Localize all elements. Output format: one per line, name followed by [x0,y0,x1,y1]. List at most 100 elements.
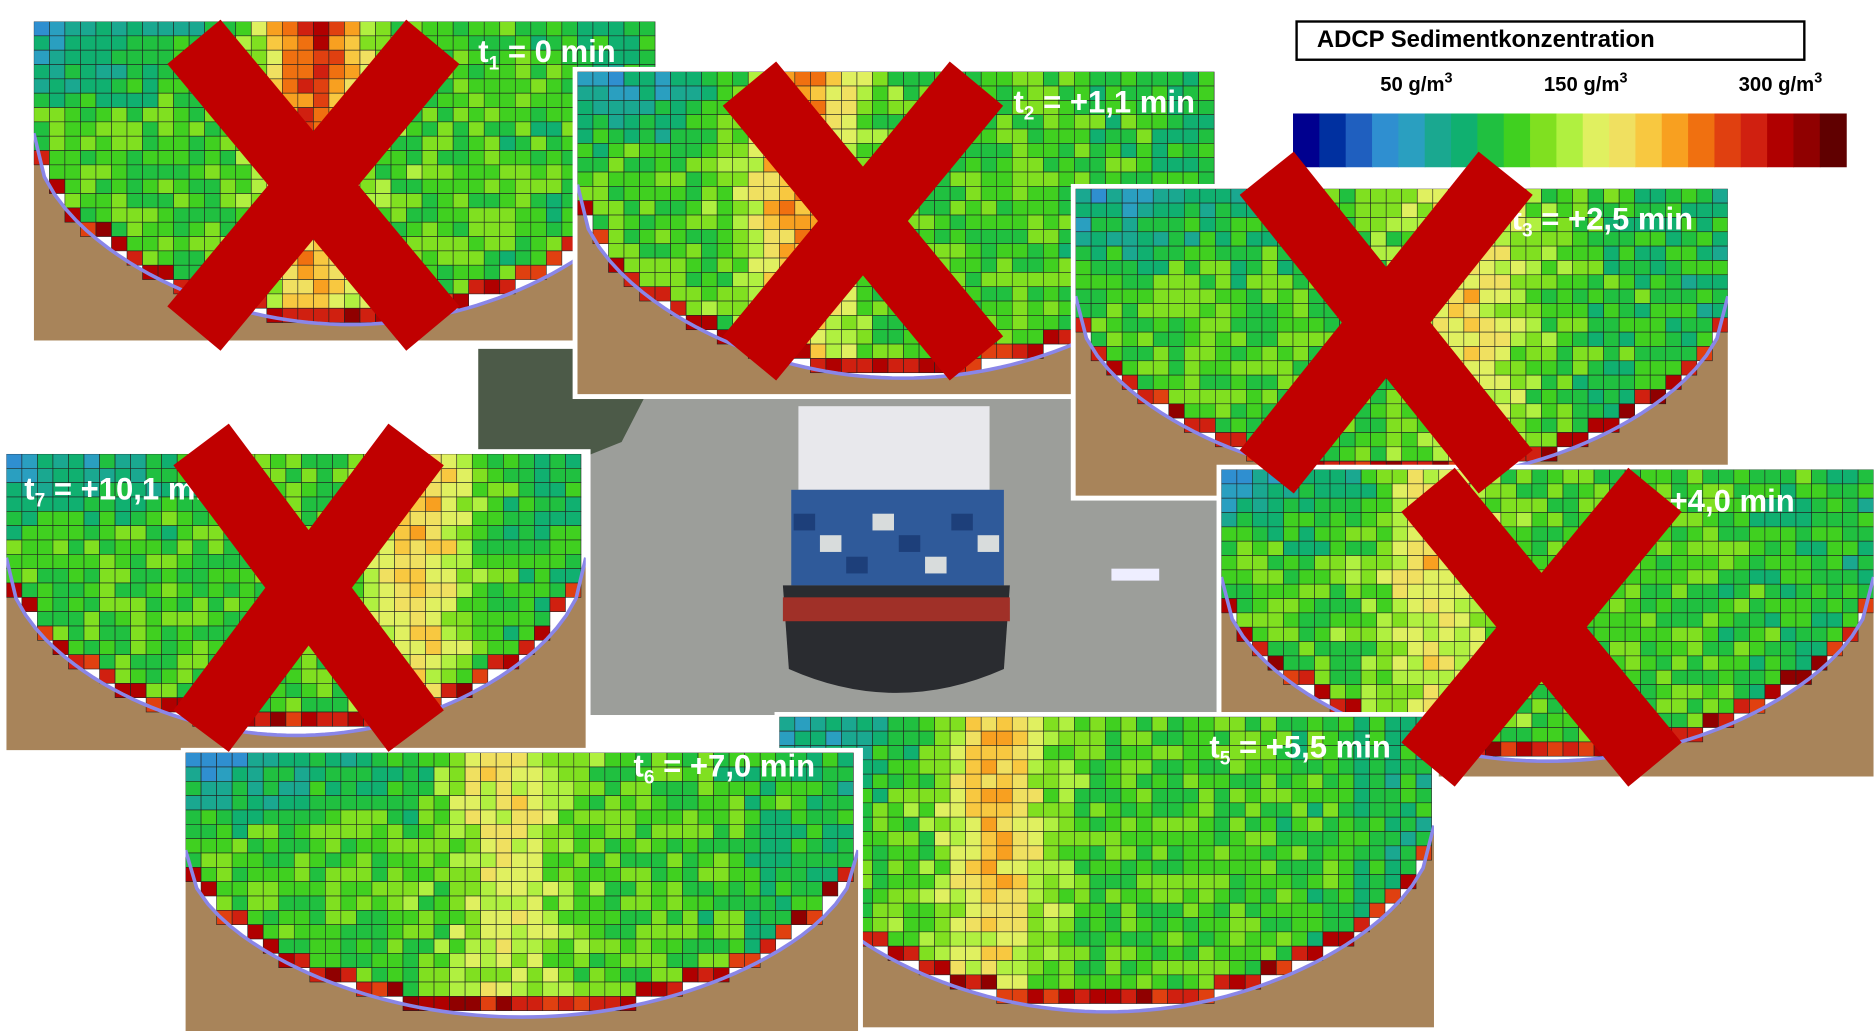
adcp-cell [764,215,780,229]
adcp-cell [1464,303,1480,317]
adcp-cell [686,72,702,86]
adcp-cell [1221,527,1237,541]
adcp-cell [904,760,920,774]
adcp-cell [550,468,566,482]
adcp-cell [888,358,904,372]
adcp-cell [1681,246,1697,260]
adcp-cell [919,932,935,946]
adcp-cell [1656,699,1672,713]
adcp-cell [1028,272,1044,286]
adcp-cell [1579,742,1595,756]
adcp-cell [1315,613,1331,627]
adcp-cell [1811,484,1827,498]
adcp-cell [496,982,512,996]
adcp-cell [919,874,935,888]
adcp-cell [96,22,112,36]
adcp-cell [1138,203,1154,217]
adcp-cell [1043,918,1059,932]
adcp-cell [1315,527,1331,541]
adcp-cell [422,122,438,136]
adcp-cell [546,108,562,122]
adcp-cell [438,165,454,179]
adcp-cell [966,244,982,258]
adcp-cell [1796,642,1812,656]
adcp-cell [822,810,838,824]
adcp-cell [426,583,442,597]
adcp-cell [1604,318,1620,332]
adcp-cell [589,767,605,781]
adcp-cell [1408,470,1424,484]
adcp-cell [1261,946,1277,960]
adcp-cell [503,554,519,568]
adcp-cell [372,796,388,810]
adcp-cell [387,781,403,795]
adcp-cell [512,810,528,824]
adcp-cell [1687,527,1703,541]
adcp-cell [702,100,718,114]
adcp-cell [294,867,310,881]
adcp-cell [481,867,497,881]
adcp-cell [1199,932,1215,946]
adcp-cell [1105,918,1121,932]
adcp-cell [841,717,857,731]
adcp-cell [450,896,466,910]
adcp-cell [1292,846,1308,860]
adcp-cell [403,810,419,824]
adcp-cell [966,918,982,932]
adcp-cell [1315,498,1331,512]
adcp-cell [1338,889,1354,903]
adcp-cell [37,612,53,626]
adcp-cell [6,511,22,525]
adcp-cell [640,172,656,186]
adcp-cell [1074,989,1090,1003]
adcp-cell [224,569,240,583]
adcp-cell [1635,375,1651,389]
adcp-cell [313,280,329,294]
adcp-cell [546,93,562,107]
adcp-cell [1588,404,1604,418]
adcp-cell [1573,346,1589,360]
adcp-cell [1262,375,1278,389]
adcp-cell [981,272,997,286]
adcp-cell [686,258,702,272]
adcp-cell [1811,613,1827,627]
adcp-cell [387,753,403,767]
adcp-cell [702,172,718,186]
colorbar-cell [1714,113,1741,167]
adcp-cell [174,208,190,222]
adcp-cell [683,839,699,853]
adcp-cell [481,968,497,982]
adcp-cell [146,526,162,540]
adcp-cell [1076,246,1092,260]
adcp-cell [997,745,1013,759]
adcp-cell [1293,332,1309,346]
adcp-cell [1184,217,1200,231]
adcp-cell [1012,961,1028,975]
adcp-cell [1043,731,1059,745]
slide: ADCP Sedimentkonzentration 50 g/m3 150 g… [0,0,1874,1031]
adcp-cell [391,151,407,165]
adcp-cell [1090,874,1106,888]
adcp-cell [422,151,438,165]
adcp-cell [997,831,1013,845]
adcp-cell [1028,889,1044,903]
adcp-cell [620,953,636,967]
adcp-cell [329,50,345,64]
adcp-cell [224,583,240,597]
adcp-cell [267,65,283,79]
adcp-cell [589,810,605,824]
adcp-cell [1230,846,1246,860]
adcp-cell [481,796,497,810]
adcp-cell [488,640,504,654]
adcp-cell [232,910,248,924]
adcp-cell [1012,215,1028,229]
adcp-cell [655,186,671,200]
adcp-cell [655,172,671,186]
adcp-cell [826,344,842,358]
adcp-cell [1734,656,1750,670]
adcp-cell [488,454,504,468]
adcp-cell [1137,889,1153,903]
adcp-cell [248,824,264,838]
adcp-cell [1338,774,1354,788]
adcp-cell [1439,599,1455,613]
